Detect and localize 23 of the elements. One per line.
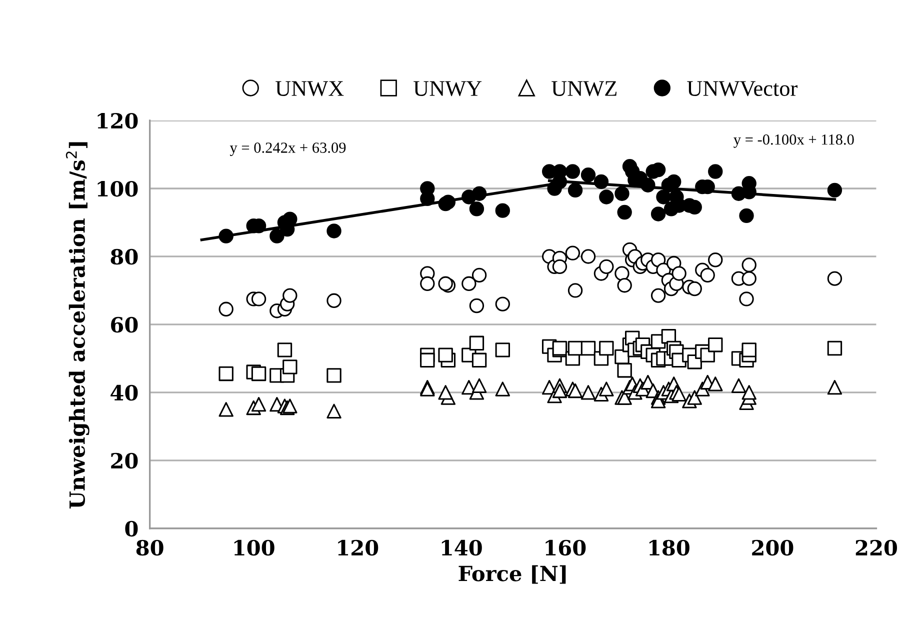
annotation: y = -0.100x + 118.0	[734, 134, 854, 148]
x-tick-label: 140	[442, 540, 482, 556]
legend-label: UNWVector	[687, 81, 798, 96]
y-tick-label: 80	[110, 248, 138, 265]
x-tick-label: 160	[546, 540, 586, 556]
x-tick-label: 200	[752, 540, 794, 556]
annotation: y = 0.242x + 63.09	[230, 142, 346, 156]
legend-label: UNWX	[276, 81, 344, 96]
x-tick-label: 100	[234, 540, 274, 556]
x-tick-label: 80	[136, 540, 164, 556]
y-tick-label: 120	[98, 112, 138, 129]
x-tick-label: 180	[649, 540, 690, 556]
x-tick-label: 220	[856, 540, 897, 556]
x-axis-title: Force [N]	[458, 565, 566, 584]
legend-label: UNWZ	[552, 81, 616, 96]
y-tick-label: 40	[110, 384, 138, 401]
y-tick-label: 20	[111, 452, 138, 469]
y-tick-label: 0	[125, 520, 138, 537]
legend-label: UNWY	[414, 81, 482, 96]
y-tick-label: 60	[111, 316, 138, 333]
y-axis-title: Unweighted acceleration [m/s$^{2}$]	[66, 142, 90, 509]
x-tick-label: 120	[338, 540, 378, 556]
y-tick-label: 100	[98, 180, 138, 197]
